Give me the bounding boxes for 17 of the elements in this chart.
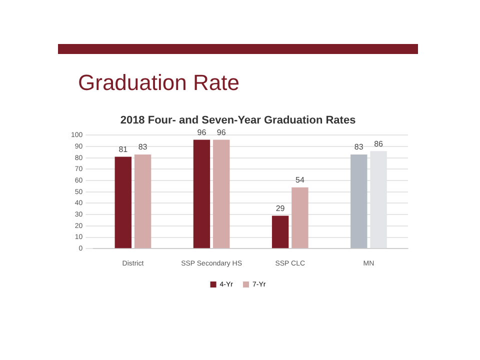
data-label: 83 [138, 142, 148, 152]
data-label: 96 [216, 128, 226, 137]
bar [193, 140, 210, 248]
bar [272, 216, 289, 248]
chart-title: Graduation Rate [78, 70, 240, 96]
data-label: 81 [118, 144, 128, 154]
data-label: 54 [296, 176, 305, 185]
chart-subtitle: 2018 Four- and Seven-Year Graduation Rates [120, 114, 356, 127]
data-label: 86 [374, 139, 384, 148]
bar [114, 156, 132, 248]
bar [134, 154, 152, 248]
bar [213, 140, 230, 248]
bar [350, 154, 368, 248]
data-label: 29 [276, 204, 286, 213]
data-label: 96 [197, 128, 207, 137]
bar [292, 187, 308, 248]
data-label: 83 [354, 142, 364, 152]
